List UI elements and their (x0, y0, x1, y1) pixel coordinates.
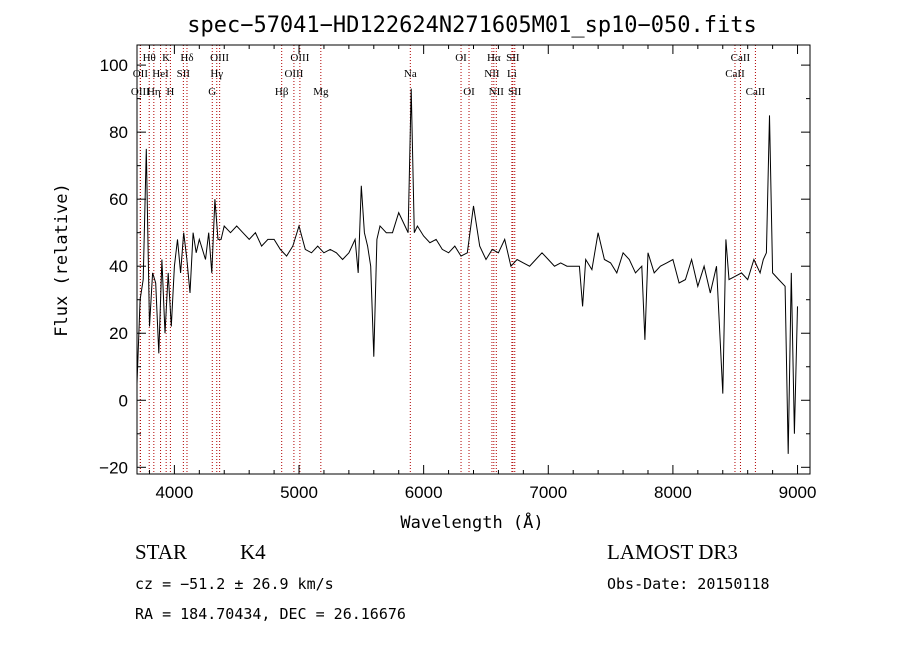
y-tick-label: 40 (109, 257, 128, 276)
spectral-line-label: Hγ (210, 68, 223, 80)
spectral-line-label: OIII (284, 68, 303, 80)
spectral-line-label: Hβ (275, 86, 289, 98)
plot-frame (136, 44, 811, 475)
y-tick-label: 60 (109, 190, 128, 209)
spectral-line-label: H (166, 86, 174, 98)
spectral-line-label: Hα (487, 52, 501, 64)
spectral-line-label: HeI (152, 68, 169, 80)
object-class: STAR (135, 540, 187, 564)
y-tick-label: 20 (109, 324, 128, 343)
y-axis-ticks: −20 0 20 40 60 80 100 (99, 56, 810, 477)
spectral-line-label: CaII (746, 86, 766, 98)
spectral-line-label: Mg (313, 86, 329, 98)
x-tick-label: 8000 (654, 483, 692, 502)
spectral-line-label: OIII (290, 52, 309, 64)
x-tick-label: 6000 (405, 483, 443, 502)
spectral-line-label: SII (177, 68, 191, 80)
x-tick-label: 7000 (529, 483, 567, 502)
spectral-line-label: Hδ (180, 52, 193, 64)
spectral-line-label: Hη (147, 86, 161, 98)
x-tick-label: 9000 (779, 483, 817, 502)
survey-name: LAMOST DR3 (607, 540, 738, 564)
spectral-line-label: CaII (731, 52, 751, 64)
y-axis-label: Flux (relative) (52, 183, 72, 337)
redshift-velocity: cz = −51.2 ± 26.9 km/s (135, 575, 334, 593)
y-tick-label: 80 (109, 123, 128, 142)
spectral-line-label: SII (506, 52, 520, 64)
spectral-line-label: OI (463, 86, 475, 98)
spectral-line-label: G (208, 86, 216, 98)
spectral-line-label: NII (489, 86, 505, 98)
y-tick-label: −20 (99, 458, 128, 477)
x-tick-label: 4000 (155, 483, 193, 502)
observation-date: Obs-Date: 20150118 (607, 575, 770, 593)
chart-title: spec−57041−HD122624N271605M01_sp10−050.f… (187, 13, 757, 38)
spectral-line-label: NII (484, 68, 500, 80)
spectral-line-markers (139, 45, 756, 474)
coordinates: RA = 184.70434, DEC = 26.16676 (135, 605, 406, 623)
spectral-line-label: OII (133, 68, 149, 80)
spectral-line-label: CaII (725, 68, 745, 80)
spectral-line-label: OIII (210, 52, 229, 64)
spectral-line-label: SII (508, 86, 522, 98)
y-tick-label: 0 (119, 391, 128, 410)
spectral-line-label: K (162, 52, 170, 64)
spectrum-line (136, 88, 798, 454)
spectral-line-label: Hθ (143, 52, 156, 64)
spectral-line-label: OI (455, 52, 467, 64)
x-axis-label: Wavelength (Å) (400, 511, 543, 533)
spectral-line-label: Na (404, 68, 417, 80)
x-tick-label: 5000 (280, 483, 318, 502)
spectral-line-label: OIII (131, 86, 150, 98)
x-axis-ticks: 4000 5000 6000 7000 8000 9000 (148, 45, 817, 502)
object-subclass: K4 (240, 540, 266, 564)
y-tick-label: 100 (100, 56, 128, 75)
spectral-line-label: Li (507, 68, 517, 80)
